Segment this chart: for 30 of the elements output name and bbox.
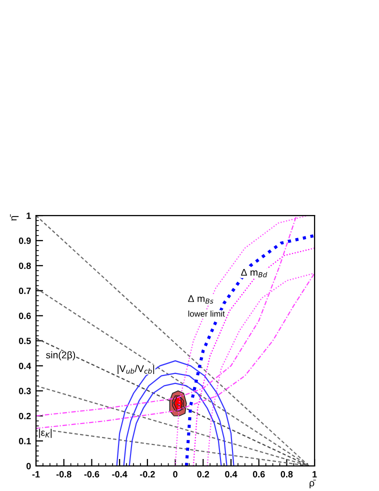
y-tick-label: 0.1 [18,438,31,444]
annotation: Δ m$_{Bs}$ [188,295,214,304]
annotation: sin(2β) [46,351,76,360]
x-axis-title: ρ̄ [310,480,316,488]
annotation: |V$_{ub}$/V$_{cb}$| [118,364,154,374]
y-tick-label: 0.8 [18,262,31,269]
y-tick-label: 0 [26,462,31,470]
x-tick-label: 0.8 [280,471,293,478]
y-tick-label: 0.2 [18,412,31,420]
y-tick-label: 0.9 [18,238,31,244]
y-tick-label: 0.5 [18,338,31,344]
annotation: |ε$_{K}$| [39,428,52,438]
x-tick-label: -0.6 [84,471,100,478]
y-tick-label: 0.6 [18,312,31,320]
y-tick-label: 0.7 [18,288,31,294]
annotation: Δ m$_{Bd}$ [241,268,268,278]
x-tick-label: -0.2 [140,471,155,478]
x-tick-label: 0.2 [197,471,210,478]
x-tick-label: 0 [173,471,178,478]
y-tick-label: 0.3 [18,388,31,394]
x-tick-label: -1 [32,471,40,478]
y-tick-label: 1 [26,212,31,219]
x-tick-label: -0.4 [112,471,128,478]
x-tick-label: 1 [312,471,317,478]
annotation: lower limit [188,310,225,317]
x-tick-label: -0.8 [56,471,72,478]
x-tick-label: 0.4 [225,471,238,478]
y-axis-title: η̄ [10,214,19,220]
x-tick-label: 0.6 [252,471,265,478]
y-tick-label: 0.4 [18,362,32,370]
